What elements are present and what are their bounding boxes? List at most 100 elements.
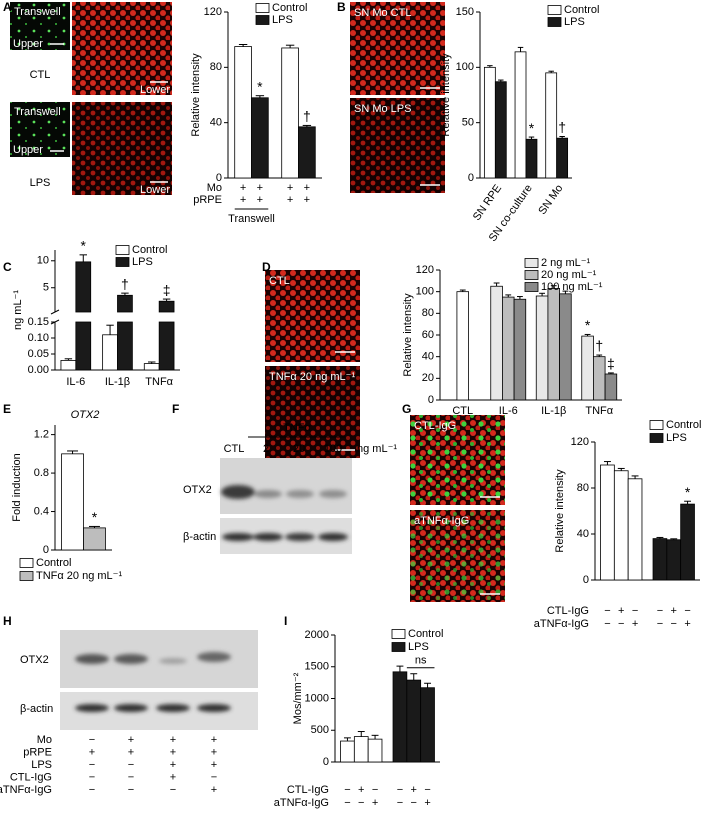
condition-label: Mo xyxy=(207,182,222,194)
significance-marker: * xyxy=(529,120,535,136)
significance-marker: ‡ xyxy=(607,356,615,372)
band-label: β-actin xyxy=(20,703,53,715)
condition-sign: − xyxy=(397,797,403,809)
condition-sign: − xyxy=(344,784,350,796)
lane-label: 20 xyxy=(293,443,305,455)
condition-sign: − xyxy=(397,784,403,796)
condition-sign: + xyxy=(89,746,95,758)
bracket-label: Transwell xyxy=(228,213,275,225)
bar xyxy=(420,687,435,763)
bar xyxy=(158,300,175,313)
y-tick-label: 40 xyxy=(422,351,434,363)
bar xyxy=(456,291,469,401)
condition-sign: + xyxy=(287,194,293,206)
legend-label: 100 ng mL⁻¹ xyxy=(541,281,603,293)
legend-label: Control xyxy=(272,2,307,14)
y-tick-label: 0 xyxy=(43,544,49,556)
significance-marker: * xyxy=(585,317,591,333)
axis-break xyxy=(50,309,60,315)
y-tick-label: 10 xyxy=(37,255,49,267)
significance-marker: * xyxy=(685,484,691,500)
legend-label: 20 ng mL⁻¹ xyxy=(541,269,597,281)
condition-sign: + xyxy=(240,194,246,206)
condition-sign: + xyxy=(618,605,624,617)
panel-label: D xyxy=(262,260,271,274)
legend-label: TNFα 20 ng mL⁻¹ xyxy=(36,570,122,582)
image-label: aTNFα-IgG xyxy=(414,515,469,527)
y-tick-label: 100 xyxy=(456,61,474,73)
bar xyxy=(340,740,355,763)
condition-sign: − xyxy=(604,605,610,617)
significance-marker: † xyxy=(558,119,566,135)
bar xyxy=(666,539,682,581)
panel-label: A xyxy=(3,0,12,14)
image-label: Upper xyxy=(13,144,43,156)
condition-sign: − xyxy=(618,618,624,630)
legend-swatch xyxy=(649,420,664,430)
legend-swatch xyxy=(524,258,539,268)
x-tick-label: IL-6 xyxy=(66,376,85,388)
y-tick-label: 0.15 xyxy=(28,316,49,328)
bar xyxy=(143,363,160,371)
bar xyxy=(514,51,527,179)
band-label: β-actin xyxy=(183,531,216,543)
condition-sign: + xyxy=(287,182,293,194)
y-tick-label: 150 xyxy=(456,6,474,18)
condition-label: aTNFα-IgG xyxy=(274,797,329,809)
condition-label: CTL-IgG xyxy=(547,605,589,617)
legend-swatch xyxy=(524,270,539,280)
y-tick-label: 120 xyxy=(571,436,589,448)
condition-sign: + xyxy=(211,734,217,746)
bar xyxy=(604,373,618,401)
legend-label: 2 ng mL⁻¹ xyxy=(541,257,591,269)
condition-sign: − xyxy=(671,618,677,630)
bar xyxy=(117,321,133,371)
legend-swatch xyxy=(255,3,270,13)
legend-label: Control xyxy=(132,244,167,256)
bar xyxy=(392,671,408,763)
image-label: LPS xyxy=(30,177,51,189)
bands xyxy=(221,485,348,541)
legend-swatch xyxy=(391,642,406,652)
y-tick-label: 0.10 xyxy=(28,332,49,344)
y-tick-label: 50 xyxy=(462,117,474,129)
legend-label: Control xyxy=(36,557,71,569)
condition-sign: − xyxy=(128,784,134,796)
legend-label: LPS xyxy=(132,256,153,268)
lane-label: 100 xyxy=(324,443,342,455)
condition-sign: + xyxy=(304,194,310,206)
legend-swatch xyxy=(391,629,406,639)
band-label: OTX2 xyxy=(183,484,212,496)
y-tick-label: 1000 xyxy=(305,692,329,704)
legend-label: LPS xyxy=(564,16,585,28)
bar xyxy=(251,97,269,179)
bar xyxy=(502,296,515,401)
bar xyxy=(535,295,549,401)
y-tick-label: 100 xyxy=(416,286,434,298)
condition-sign: + xyxy=(257,182,263,194)
y-axis-label: Relative intensity xyxy=(402,293,414,377)
condition-sign: − xyxy=(424,784,430,796)
chart-title: OTX2 xyxy=(71,409,100,421)
y-tick-label: 0 xyxy=(468,172,474,184)
x-tick-label: IL-6 xyxy=(499,405,518,417)
micrograph-overlay xyxy=(410,510,505,602)
condition-sign: − xyxy=(89,734,95,746)
legend-swatch xyxy=(115,245,130,255)
condition-sign: + xyxy=(411,784,417,796)
bar xyxy=(158,321,175,371)
bar xyxy=(117,294,133,313)
condition-label: Mo xyxy=(37,734,52,746)
condition-sign: − xyxy=(170,784,176,796)
image-label: Lower xyxy=(140,184,170,196)
condition-sign: + xyxy=(170,746,176,758)
condition-sign: − xyxy=(684,605,690,617)
legend-label: Control xyxy=(666,419,701,431)
bar xyxy=(490,285,503,401)
y-tick-label: 0 xyxy=(583,574,589,586)
y-tick-label: 0 xyxy=(428,394,434,406)
bar xyxy=(581,335,594,401)
condition-sign: + xyxy=(240,182,246,194)
unit-label: ng mL⁻¹ xyxy=(357,443,397,455)
micrograph xyxy=(10,2,70,50)
